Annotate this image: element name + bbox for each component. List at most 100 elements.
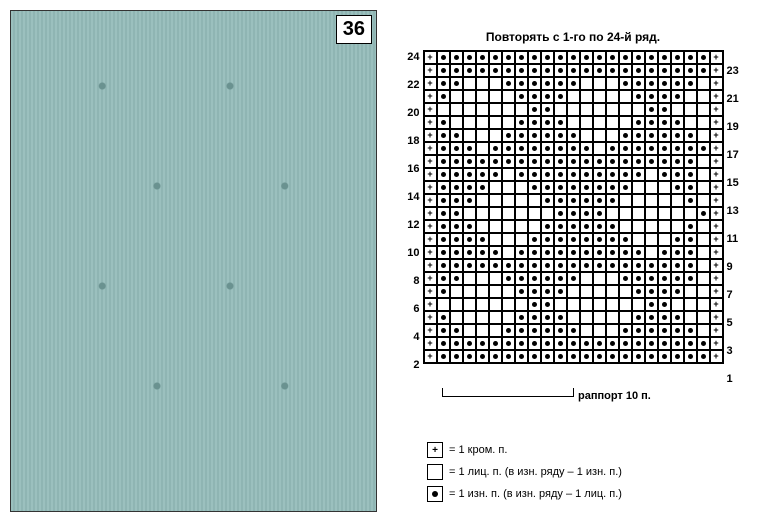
grid-cell — [424, 64, 437, 77]
grid-cell — [580, 350, 593, 363]
grid-cell — [580, 64, 593, 77]
grid-cell — [710, 64, 723, 77]
grid-cell — [515, 90, 528, 103]
grid-cell — [658, 129, 671, 142]
grid-cell — [697, 207, 710, 220]
grid-cell — [697, 90, 710, 103]
grid-cell — [554, 272, 567, 285]
grid-cell — [528, 103, 541, 116]
grid-cell — [697, 116, 710, 129]
grid-cell — [463, 324, 476, 337]
row-label: 6 — [404, 302, 422, 316]
grid-cell — [502, 207, 515, 220]
grid-cell — [671, 194, 684, 207]
grid-cell — [593, 298, 606, 311]
grid-cell — [437, 116, 450, 129]
grid-cell — [606, 311, 619, 324]
grid-cell — [684, 207, 697, 220]
grid-cell — [593, 77, 606, 90]
grid-cell — [437, 324, 450, 337]
grid-cell — [437, 51, 450, 64]
grid-cell — [541, 324, 554, 337]
grid-cell — [697, 129, 710, 142]
grid-cell — [541, 259, 554, 272]
grid-cell — [424, 233, 437, 246]
grid-cell — [476, 194, 489, 207]
grid-cell — [502, 311, 515, 324]
grid-cell — [632, 194, 645, 207]
grid-cell — [710, 220, 723, 233]
grid-cell — [658, 90, 671, 103]
grid-cell — [606, 168, 619, 181]
grid-cell — [684, 90, 697, 103]
grid-cell — [645, 311, 658, 324]
grid-cell — [684, 298, 697, 311]
grid-cell — [476, 350, 489, 363]
grid-cell — [515, 298, 528, 311]
grid-cell — [450, 90, 463, 103]
grid-cell — [658, 285, 671, 298]
grid-cell — [606, 246, 619, 259]
grid-cell — [554, 51, 567, 64]
grid-cell — [593, 181, 606, 194]
row-labels-left: 24222018161412108642 — [404, 50, 422, 386]
grid-cell — [541, 103, 554, 116]
grid-cell — [632, 246, 645, 259]
grid-cell — [528, 259, 541, 272]
rapport-bracket: раппорт 10 п. — [397, 388, 749, 412]
grid-row — [424, 259, 723, 272]
grid-cell — [541, 272, 554, 285]
grid-cell — [658, 181, 671, 194]
chart-panel: Повторять с 1-го по 24-й ряд. 2422201816… — [397, 10, 749, 509]
grid-cell — [710, 142, 723, 155]
grid-cell — [697, 285, 710, 298]
grid-row — [424, 77, 723, 90]
grid-cell — [619, 103, 632, 116]
grid-cell — [515, 51, 528, 64]
grid-cell — [658, 220, 671, 233]
grid-cell — [554, 194, 567, 207]
grid-cell — [632, 220, 645, 233]
grid-cell — [658, 337, 671, 350]
grid-cell — [619, 337, 632, 350]
grid-row — [424, 103, 723, 116]
grid-cell — [619, 142, 632, 155]
grid-cell — [463, 194, 476, 207]
grid-cell — [567, 77, 580, 90]
grid-cell — [606, 116, 619, 129]
legend-row: = 1 изн. п. (в изн. ряду – 1 лиц. п.) — [427, 486, 622, 502]
grid-cell — [554, 181, 567, 194]
grid-cell — [580, 259, 593, 272]
grid-cell — [658, 324, 671, 337]
grid-cell — [606, 272, 619, 285]
grid-cell — [554, 64, 567, 77]
grid-cell — [697, 272, 710, 285]
grid-cell — [684, 259, 697, 272]
grid-cell — [671, 168, 684, 181]
grid-row — [424, 350, 723, 363]
grid-cell — [606, 350, 619, 363]
grid-cell — [541, 129, 554, 142]
grid-cell — [463, 233, 476, 246]
grid-cell — [567, 207, 580, 220]
grid-cell — [632, 298, 645, 311]
grid-cell — [632, 116, 645, 129]
grid-cell — [606, 103, 619, 116]
grid-cell — [684, 285, 697, 298]
grid-cell — [424, 194, 437, 207]
grid-cell — [450, 77, 463, 90]
grid-cell — [684, 194, 697, 207]
grid-cell — [541, 155, 554, 168]
grid-cell — [606, 181, 619, 194]
grid-row — [424, 298, 723, 311]
grid-cell — [697, 337, 710, 350]
grid-cell — [671, 350, 684, 363]
grid-cell — [710, 350, 723, 363]
grid-cell — [515, 259, 528, 272]
legend-row: = 1 лиц. п. (в изн. ряду – 1 изн. п.) — [427, 464, 622, 480]
grid-cell — [567, 350, 580, 363]
grid-cell — [424, 155, 437, 168]
grid-cell — [541, 246, 554, 259]
grid-cell — [515, 103, 528, 116]
grid-cell — [593, 103, 606, 116]
